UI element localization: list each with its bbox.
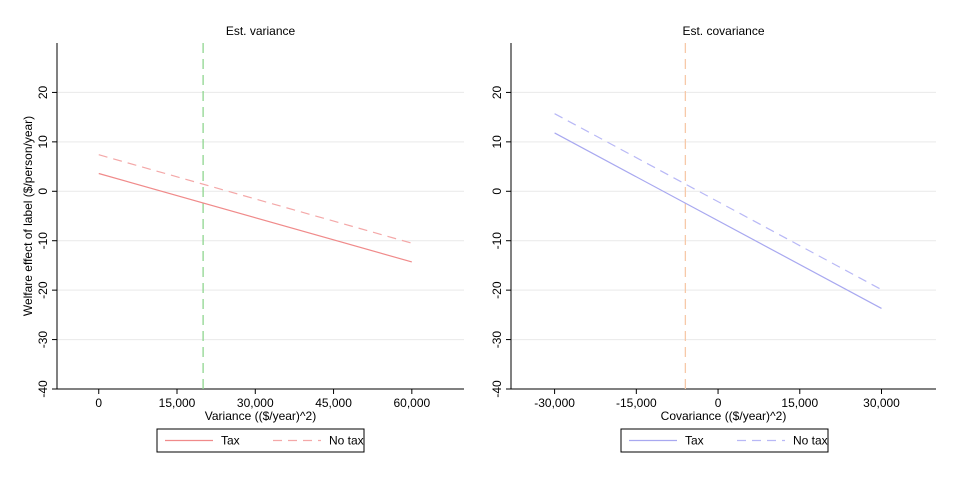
x-tick-label: -15,000 <box>616 396 657 410</box>
x-axis-title: Covariance (($/year)^2) <box>661 409 787 423</box>
legend-box <box>620 428 829 453</box>
series-line-no-tax <box>554 113 882 291</box>
x-tick-label: 30,000 <box>237 396 274 410</box>
x-tick-label: 0 <box>715 396 722 410</box>
x-tick-label: -30,000 <box>534 396 575 410</box>
y-tick-label: 20 <box>36 85 50 99</box>
y-tick-label: -10 <box>490 232 504 250</box>
legend-label: No tax <box>329 434 364 448</box>
y-tick-label: 20 <box>490 85 504 99</box>
y-axis-title: Welfare effect of label ($/person/year) <box>21 116 35 316</box>
series-line-no-tax <box>98 154 412 244</box>
y-tick-label: -10 <box>36 232 50 250</box>
y-tick-label: 10 <box>490 135 504 149</box>
y-tick-label: 0 <box>36 188 50 195</box>
y-tick-label: -40 <box>490 380 504 398</box>
legend-label: Tax <box>221 434 240 448</box>
x-axis-title: Variance (($/year)^2) <box>205 409 316 423</box>
legend-label: Tax <box>685 434 704 448</box>
x-tick-label: 0 <box>95 396 102 410</box>
legend-box <box>156 428 365 453</box>
x-tick-label: 60,000 <box>393 396 430 410</box>
x-tick-label: 15,000 <box>781 396 818 410</box>
y-tick-label: 0 <box>490 188 504 195</box>
x-tick-label: 30,000 <box>863 396 900 410</box>
y-tick-label: -30 <box>490 331 504 349</box>
y-tick-label: -30 <box>36 331 50 349</box>
x-tick-label: 15,000 <box>159 396 196 410</box>
chart-panel-1: Est. variance -40 -30 -20 -10 0 10 20 0 15,000 30,… <box>21 24 464 453</box>
series-line-tax <box>98 172 412 263</box>
y-tick-label: 10 <box>36 135 50 149</box>
chart-panel-2: Est. covariance -40 -30 -20 -10 0 10 20 -30,000 -… <box>490 24 936 453</box>
y-tick-label: -20 <box>490 281 504 299</box>
legend-label: No tax <box>793 434 828 448</box>
chart-title: Est. covariance <box>682 24 764 38</box>
x-tick-label: 45,000 <box>315 396 352 410</box>
y-tick-label: -20 <box>36 281 50 299</box>
series-line-tax <box>554 132 882 309</box>
y-tick-label: -40 <box>36 380 50 398</box>
chart-title: Est. variance <box>226 24 296 38</box>
